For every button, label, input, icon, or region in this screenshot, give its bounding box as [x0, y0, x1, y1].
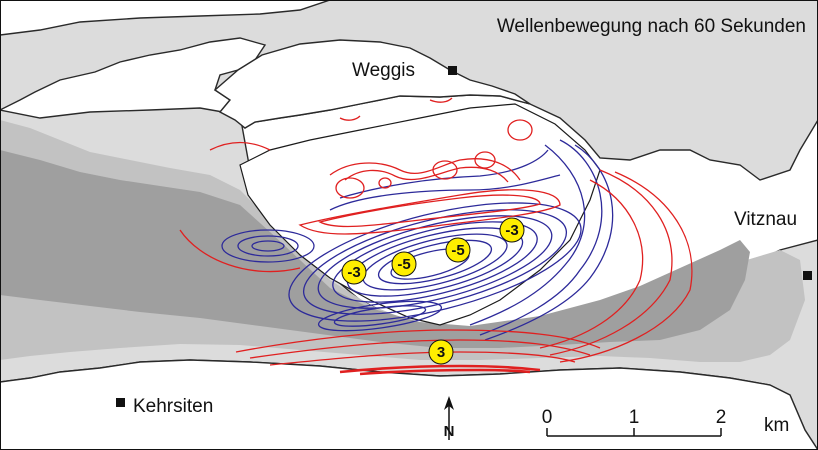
negative-contour	[346, 227, 524, 297]
positive-contour	[429, 97, 453, 103]
negative-contour	[479, 139, 603, 336]
lake-deep-zone	[0, 150, 750, 348]
negative-contour	[288, 202, 582, 322]
wave-marker-label: -5	[451, 242, 464, 259]
wave-marker-circle	[341, 259, 367, 285]
positive-contour	[344, 166, 509, 183]
negative-contour	[317, 215, 553, 309]
wave-marker-circle	[445, 237, 471, 263]
wave-marker-circle	[391, 251, 417, 277]
wave-marker-label: -3	[505, 222, 518, 239]
negative-contour	[377, 239, 493, 285]
positive-contour	[474, 151, 496, 169]
positive-contour	[507, 119, 533, 141]
positive-contour	[559, 171, 693, 363]
negative-contour	[333, 305, 427, 327]
positive-contour	[378, 177, 392, 189]
kehrsiten-marker	[116, 398, 125, 407]
negative-contour	[317, 300, 443, 332]
positive-contour	[359, 368, 531, 376]
positive-contour	[329, 158, 521, 181]
map-title: Wellenbewegung nach 60 Sekunden	[497, 16, 806, 37]
scale-tick-1: 1	[629, 407, 640, 428]
weggis-peninsula	[213, 39, 531, 129]
negative-contour	[302, 209, 568, 315]
positive-contour	[209, 141, 271, 151]
wave-marker-label: -3	[347, 264, 360, 281]
north-label: N	[444, 423, 455, 440]
positive-contour	[249, 339, 591, 359]
kehrsiten-land	[0, 359, 818, 450]
positive-contour	[539, 179, 644, 349]
kehrsiten-label: Kehrsiten	[133, 396, 213, 417]
positive-contour	[339, 364, 541, 374]
positive-contour	[339, 115, 361, 121]
scale-unit: km	[764, 415, 789, 436]
scale-tick-0: 0	[542, 407, 553, 428]
wave-marker-group: -3 -5 -5 -3 3	[341, 217, 525, 365]
scale-bar: 0 1 2 km	[542, 407, 789, 437]
positive-contour	[432, 160, 458, 180]
weggis-marker	[448, 66, 457, 75]
positive-contour	[298, 189, 561, 235]
weggis-label: Weggis	[352, 60, 415, 81]
positive-contour	[549, 169, 673, 356]
positive-contour	[179, 229, 301, 273]
negative-contour	[339, 149, 549, 199]
negative-contour	[221, 229, 315, 263]
negative-contour	[329, 174, 561, 211]
negative-contour	[469, 144, 586, 326]
north-arrow-icon: N	[444, 396, 455, 440]
positive-contour	[235, 329, 601, 353]
positive-contour	[318, 194, 541, 228]
wave-marker-label: -5	[397, 256, 410, 273]
positive-contour	[335, 177, 365, 199]
negative-contour	[251, 240, 285, 252]
vitznau-label: Vitznau	[734, 209, 797, 230]
negative-contour	[484, 144, 614, 341]
negative-contour	[332, 221, 538, 303]
scale-tick-2: 2	[716, 407, 727, 428]
vitznau-marker	[803, 271, 812, 280]
negative-wave-contours	[221, 139, 614, 341]
wave-marker-label: 3	[437, 344, 445, 361]
wave-marker-circle	[499, 217, 525, 243]
wave-marker-circle	[428, 339, 454, 365]
negative-contour	[237, 235, 299, 257]
